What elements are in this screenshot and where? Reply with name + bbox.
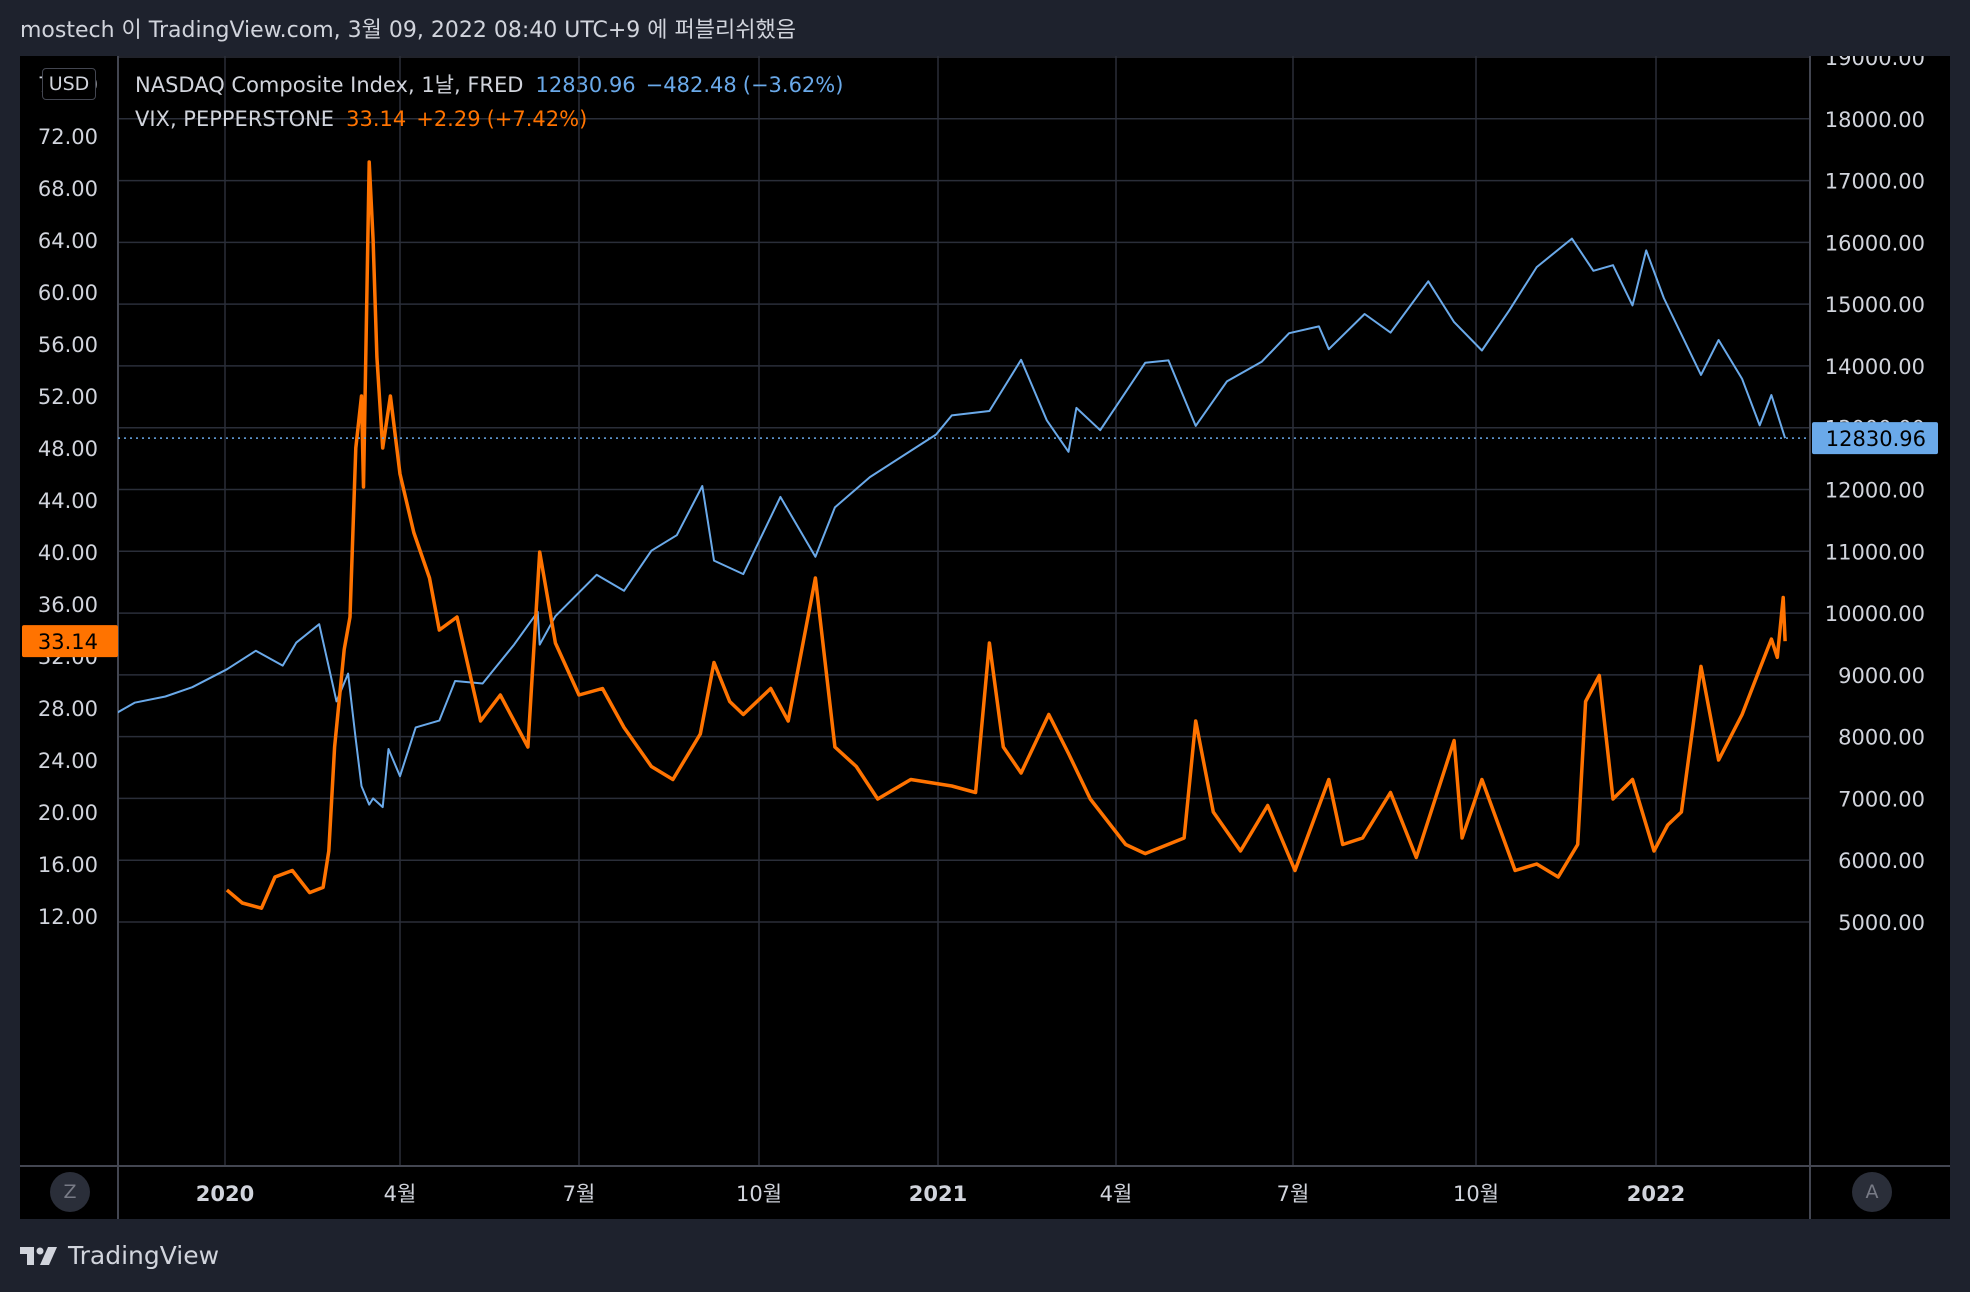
vix-last-badge-text: 33.14 (38, 630, 98, 654)
time-axis-tick-label: 10월 (736, 1182, 782, 1206)
right-axis-tick-label: 7000.00 (1838, 787, 1925, 811)
time-axis-tick-label: 4월 (384, 1182, 417, 1206)
left-axis-tick-label: 44.00 (38, 489, 98, 513)
legend-nasdaq-pct: (−3.62%) (742, 73, 844, 97)
nasdaq-series[interactable] (48, 237, 1787, 809)
auto-scale-button[interactable]: A (1852, 1172, 1892, 1212)
publish-header: mostech 이 TradingView.com, 3월 09, 2022 0… (0, 0, 1970, 56)
legend-vix[interactable]: VIX, PEPPERSTONE 33.14 +2.29 (+7.42%) (135, 102, 843, 136)
left-axis-tick-label: 48.00 (38, 437, 98, 461)
log-scale-button[interactable]: Z (50, 1172, 90, 1212)
left-axis-tick-label: 72.00 (38, 125, 98, 149)
left-axis-tick-label: 68.00 (38, 177, 98, 201)
left-axis-tick-label: 20.00 (38, 801, 98, 825)
chart-area[interactable]: 12.0016.0020.0024.0028.0032.0036.0040.00… (20, 56, 1950, 1219)
time-axis-tick-label: 2020 (196, 1182, 254, 1206)
left-axis-tick-label: 64.00 (38, 229, 98, 253)
legend-nasdaq-last: 12830.96 (535, 73, 636, 97)
right-axis-tick-label: 12000.00 (1825, 479, 1925, 503)
time-axis-tick-label: 7월 (1277, 1182, 1310, 1206)
left-axis-tick-label: 28.00 (38, 697, 98, 721)
right-axis-tick-label: 18000.00 (1825, 108, 1925, 132)
nasdaq-last-badge-text: 12830.96 (1826, 427, 1926, 451)
legend-vix-change: +2.29 (416, 107, 481, 131)
right-axis-tick-label: 9000.00 (1838, 664, 1925, 688)
time-axis-tick-label: 4월 (1100, 1182, 1133, 1206)
vix-last-badge: 33.14 (22, 625, 118, 658)
time-axis-tick-label: 10월 (1453, 1182, 1499, 1206)
legend-vix-last: 33.14 (346, 107, 407, 131)
left-axis-tick-label: 12.00 (38, 905, 98, 929)
grid (118, 56, 1810, 1166)
right-axis-tick-label: 19000.00 (1825, 56, 1925, 70)
left-axis-labels: 12.0016.0020.0024.0028.0032.0036.0040.00… (38, 73, 98, 929)
vix-line[interactable] (225, 160, 1787, 910)
nasdaq-last-badge: 12830.96 (1812, 422, 1938, 455)
right-axis-labels: 5000.00 6000.00 7000.00 8000.00 9000.00 10000… (1825, 56, 1925, 935)
time-axis-labels: 2020 4월 7월 10월 2021 4월 7월 10월 2022 (196, 1182, 1685, 1206)
left-axis-tick-label: 60.00 (38, 281, 98, 305)
left-axis-tick-label: 36.00 (38, 593, 98, 617)
right-axis-tick-label: 10000.00 (1825, 602, 1925, 626)
right-axis-tick-label: 6000.00 (1838, 849, 1925, 873)
right-axis-tick-label: 17000.00 (1825, 170, 1925, 194)
left-axis-tick-label: 56.00 (38, 333, 98, 357)
right-axis-tick-label: 15000.00 (1825, 293, 1925, 317)
legend-vix-pct: (+7.42%) (486, 107, 588, 131)
left-axis-tick-label: 52.00 (38, 385, 98, 409)
legend-nasdaq-change: −482.48 (645, 73, 737, 97)
right-axis-tick-label: 5000.00 (1838, 911, 1925, 935)
nasdaq-line[interactable] (48, 237, 1787, 809)
right-axis-tick-label: 11000.00 (1825, 540, 1925, 564)
left-axis-tick-label: 40.00 (38, 541, 98, 565)
legend-nasdaq[interactable]: NASDAQ Composite Index, 1날, FRED 12830.96… (135, 68, 843, 102)
time-axis-tick-label: 2022 (1627, 1182, 1685, 1206)
chart-svg[interactable]: 12.0016.0020.0024.0028.0032.0036.0040.00… (20, 56, 1950, 1219)
right-axis-tick-label: 16000.00 (1825, 231, 1925, 255)
legend-nasdaq-name: NASDAQ Composite Index, 1날, FRED (135, 73, 524, 97)
publish-caption: mostech 이 TradingView.com, 3월 09, 2022 0… (20, 18, 796, 43)
time-axis-tick-label: 2021 (909, 1182, 967, 1206)
vix-series[interactable] (225, 160, 1787, 910)
right-axis-tick-label: 8000.00 (1838, 726, 1925, 750)
tradingview-logo-icon (20, 1246, 57, 1265)
left-axis-tick-label: 24.00 (38, 749, 98, 773)
footer-brand: TradingView (68, 1241, 220, 1270)
chart-legend: NASDAQ Composite Index, 1날, FRED 12830.96… (135, 68, 843, 136)
time-axis-tick-label: 7월 (563, 1182, 596, 1206)
legend-vix-name: VIX, PEPPERSTONE (135, 107, 335, 131)
right-axis-tick-label: 14000.00 (1825, 355, 1925, 379)
footer: TradingView (0, 1219, 1970, 1292)
currency-badge[interactable]: USD (42, 68, 96, 100)
left-axis-tick-label: 16.00 (38, 853, 98, 877)
